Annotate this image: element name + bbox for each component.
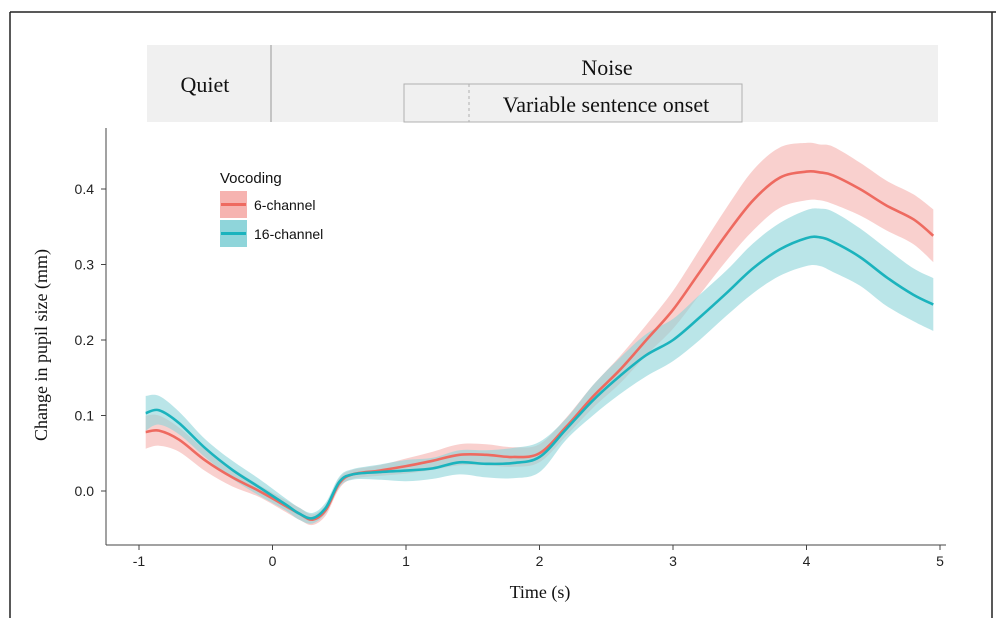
x-tick-label: 0 [269,553,277,569]
condition-header: Quiet Noise Variable sentence onset [147,45,938,123]
y-axis-label: Change in pupil size (mm) [31,249,52,441]
x-tick-label: 3 [669,553,677,569]
y-tick-label: 0.0 [75,483,95,499]
x-axis-label: Time (s) [510,582,571,603]
y-axis-ticks: 0.0 0.1 0.2 0.3 0.4 [75,181,106,499]
x-axis-ticks: -1 0 1 2 3 4 5 [133,545,944,569]
band-6-channel [145,142,934,526]
quiet-panel [147,45,271,122]
x-tick-label: 5 [936,553,944,569]
line-6-channel [145,170,935,522]
confidence-bands [145,142,934,526]
legend-label-6-channel: 6-channel [254,197,316,213]
legend-label-16-channel: 16-channel [254,226,323,242]
x-tick-label: 2 [536,553,544,569]
y-tick-label: 0.4 [75,181,95,197]
onset-label: Variable sentence onset [503,92,709,117]
series-lines [145,170,935,522]
x-tick-label: 1 [402,553,410,569]
y-tick-label: 0.2 [75,332,95,348]
y-tick-label: 0.3 [75,257,95,273]
x-tick-label: -1 [133,553,146,569]
x-tick-label: 4 [803,553,811,569]
line-16-channel [145,235,934,520]
quiet-label: Quiet [181,72,230,97]
legend-title: Vocoding [220,170,282,187]
onset-box [403,83,743,123]
band-16-channel [145,208,934,524]
noise-label: Noise [581,55,632,80]
legend: Vocoding 6-channel 16-channel [220,170,323,247]
y-tick-label: 0.1 [75,408,95,424]
